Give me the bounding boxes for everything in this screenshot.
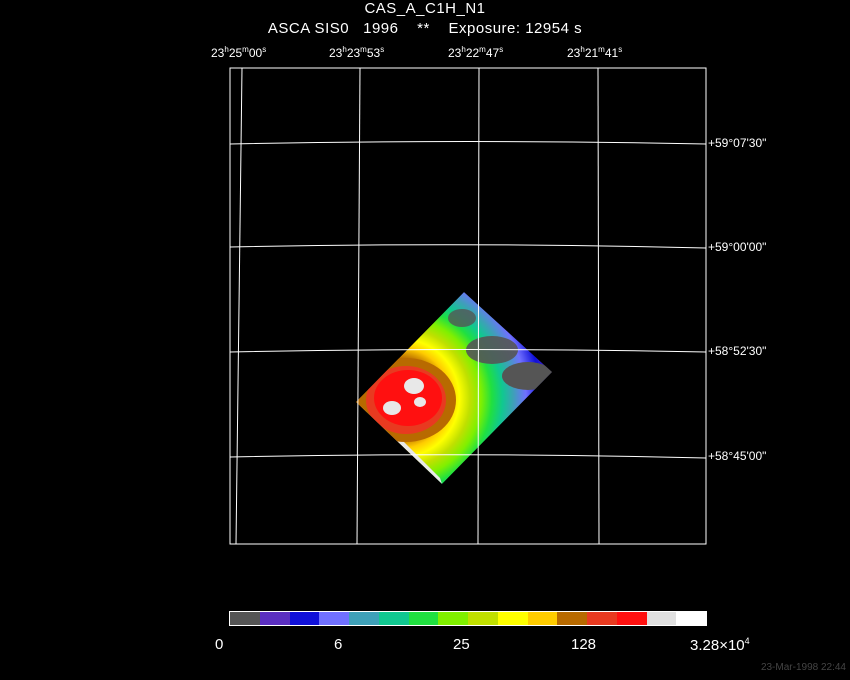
dec-label-3: +58°52'30" [708,344,767,358]
colorbar-segment [557,612,587,625]
colorbar-label-6: 6 [334,636,343,653]
colorbar-segment [290,612,319,625]
image-title: CAS_A_C1H_N1 [364,0,486,17]
timestamp: 23-Mar-1998 22:44 [760,662,846,673]
ra-label-3: 23h22m47s [448,45,504,60]
colorbar-segment [528,612,557,625]
colorbar-segment [379,612,409,625]
dec-label-4: +58°45'00" [708,449,767,463]
colorbar-segment [438,612,468,625]
colorbar-segment [409,612,438,625]
colorbar-segment [230,612,260,625]
colorbar-segment [468,612,498,625]
year-label: 1996 [363,20,399,37]
colorbar-label-128: 128 [571,636,597,653]
observation-info: ASCA SIS0 1996 ** Exposure: 12954 s [0,20,850,37]
colorbar-label-25: 25 [453,636,470,653]
ra-label-4: 23h21m41s [567,45,623,60]
marker-label: ** [417,20,430,37]
colorbar-label-min: 0 [215,636,224,653]
ra-label-2: 23h23m53s [329,45,385,60]
exposure-label: Exposure: 12954 s [448,20,583,37]
xray-source-image [356,292,552,484]
colorbar-segment [319,612,349,625]
colorbar-segment [647,612,676,625]
colorbar-segment [587,612,617,625]
mission-label: ASCA SIS0 [267,20,350,37]
colorbar-segment [617,612,647,625]
colorbar-frame [229,611,707,626]
plot-frame [229,67,707,545]
dec-label-2: +59°00'00" [708,240,767,254]
colorbar-segment [349,612,379,625]
colorbar-segment [676,612,706,625]
dec-label-1: +59°07'30" [708,136,767,150]
colorbar-segment [260,612,290,625]
colorbar-label-max: 3.28×104 [690,636,750,654]
ra-label-1: 23h25m00s [211,45,267,60]
coordinate-grid [230,68,706,544]
colorbar-segment [498,612,528,625]
